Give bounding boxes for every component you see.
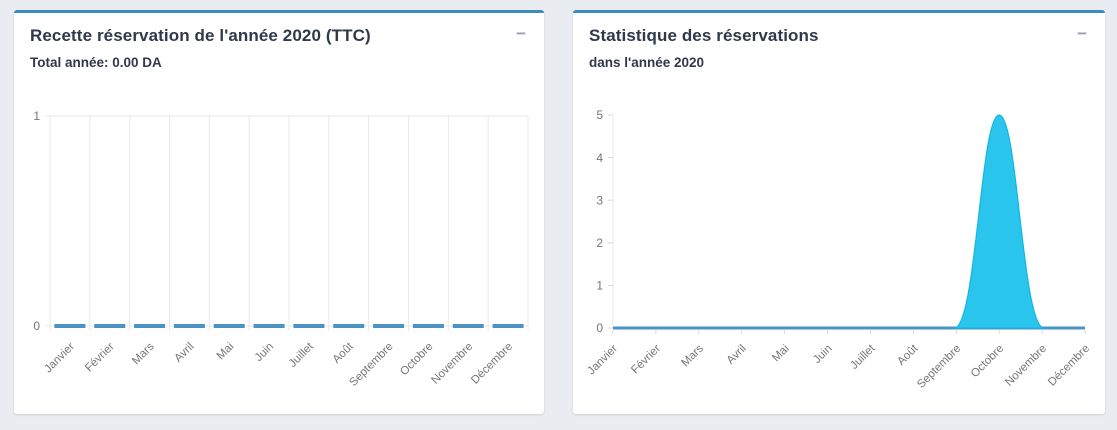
y-axis-label: 1 <box>33 109 40 123</box>
x-axis-label: Août <box>331 340 357 366</box>
x-axis-label: Novembre <box>1003 343 1049 389</box>
x-axis-label: Juin <box>253 341 276 364</box>
panel-recette-reservation: Recette réservation de l'année 2020 (TTC… <box>14 10 544 414</box>
x-axis-label: Février <box>83 341 117 375</box>
bar <box>412 324 444 328</box>
bar <box>213 324 245 328</box>
x-axis-label: Mai <box>215 341 237 363</box>
x-axis-label: Septembre <box>915 343 963 391</box>
bar <box>134 324 166 328</box>
x-axis-label: Juillet <box>287 340 317 370</box>
x-axis-label: Juin <box>811 343 834 366</box>
y-axis-label: 1 <box>596 279 603 293</box>
panel-subtitle: dans l'année 2020 <box>589 55 705 70</box>
bar <box>253 324 285 328</box>
bar <box>293 324 325 328</box>
x-axis-label: Mars <box>679 342 706 369</box>
x-axis-label: Août <box>895 342 921 368</box>
area-peak <box>953 114 1045 329</box>
panel-title: Statistique des réservations <box>589 26 819 45</box>
y-axis-label: 5 <box>596 108 603 122</box>
x-axis-label: Mai <box>770 343 792 365</box>
x-axis-label: Janvier <box>42 341 77 376</box>
collapse-button[interactable]: − <box>1073 21 1091 46</box>
bar <box>54 324 86 328</box>
x-axis-label: Octobre <box>969 343 1006 380</box>
collapse-button[interactable]: − <box>512 21 530 46</box>
y-axis-label: 4 <box>596 151 603 165</box>
x-axis-label: Septembre <box>347 341 395 389</box>
reservations-area-chart: 0 1 2 3 4 5 Janvier Février Mars Avril Mai Juin Juil… <box>585 108 1092 391</box>
x-axis-label: Février <box>629 343 663 377</box>
bar <box>373 324 405 328</box>
y-axis-label: 2 <box>596 236 603 250</box>
bar <box>452 324 484 328</box>
panel-header: Recette réservation de l'année 2020 (TTC… <box>14 13 544 70</box>
bar <box>333 324 365 328</box>
x-axis-label: Avril <box>172 341 196 365</box>
x-axis-label: Juillet <box>848 342 878 372</box>
x-axis-label: Décembre <box>1046 343 1092 389</box>
y-axis-label: 3 <box>596 193 603 207</box>
panel-statistique-reservations: Statistique des réservations − dans l'an… <box>573 10 1105 414</box>
revenue-bar-chart: 0 1 Janvier Février Mars Avril Mai Juin Juillet A… <box>33 109 529 389</box>
x-axis-label: Octobre <box>398 341 435 378</box>
x-axis-label: Décembre <box>469 341 515 387</box>
x-axis-label: Janvier <box>585 343 620 378</box>
bar <box>492 324 524 328</box>
panel-header: Statistique des réservations − dans l'an… <box>573 13 1105 70</box>
x-axis-label: Avril <box>725 343 749 367</box>
x-axis-label: Mars <box>130 340 157 367</box>
y-axis-label: 0 <box>33 319 40 333</box>
panel-title: Recette réservation de l'année 2020 (TTC… <box>30 26 371 45</box>
bar <box>173 324 205 328</box>
x-axis-label: Novembre <box>429 341 475 387</box>
panel-subtitle: Total année: 0.00 DA <box>30 55 162 70</box>
bar <box>94 324 126 328</box>
y-axis-label: 0 <box>596 321 603 335</box>
